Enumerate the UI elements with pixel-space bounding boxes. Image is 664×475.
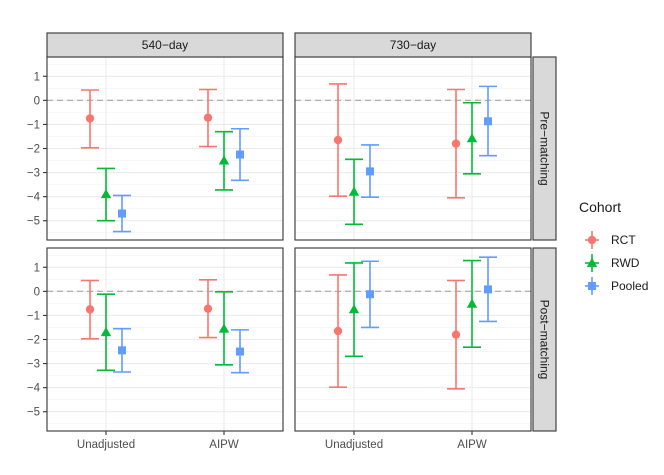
y-axis-post-matching: 1 0 −1 −2 −3 −4 −5	[27, 262, 47, 419]
errorbar-rwd-unadjusted	[97, 167, 115, 222]
point-rwd	[100, 327, 112, 337]
strip-row-pre-matching: Pre−matching	[532, 56, 557, 241]
y-tick-label: 0	[34, 286, 40, 298]
point-rwd	[466, 298, 478, 308]
x-axis-540-day: Unadjusted AIPW	[77, 431, 239, 451]
legend-entry-rct: RCT	[585, 231, 636, 249]
x-tick-label: Unadjusted	[77, 439, 135, 451]
errorbar-pooled-aipw	[479, 256, 497, 323]
panel-post-730	[294, 247, 532, 432]
errorbar-rct-unadjusted	[329, 83, 347, 197]
errorbar-rct-unadjusted	[81, 89, 99, 149]
point-rwd	[348, 304, 360, 314]
point-rct	[203, 113, 213, 122]
errorbar-pooled-unadjusted	[361, 260, 379, 329]
point-pooled	[484, 285, 492, 294]
x-tick-label: AIPW	[457, 439, 487, 451]
errorbar-rct-aipw	[447, 279, 465, 390]
errorbar-rwd-unadjusted	[97, 293, 115, 372]
point-rct	[451, 330, 461, 339]
errorbar-pooled-unadjusted	[361, 144, 379, 198]
errorbar-rct-unadjusted	[329, 274, 347, 388]
y-tick-label: −1	[27, 310, 40, 322]
point-rct	[85, 305, 95, 314]
y-tick-label: −2	[27, 335, 40, 347]
point-rct	[333, 326, 343, 336]
y-tick-label: −4	[27, 383, 41, 395]
strip-background	[532, 56, 557, 241]
y-tick-label: −3	[27, 168, 40, 180]
point-rct	[85, 114, 95, 123]
errorbar-rct-aipw	[199, 88, 217, 148]
strip-label: Post−matching	[538, 300, 552, 380]
legend-title: Cohort	[579, 199, 621, 215]
point-pooled	[236, 347, 244, 356]
errorbar-pooled-aipw	[479, 85, 497, 157]
point-pooled	[366, 167, 374, 176]
strip-background	[532, 247, 557, 432]
panel-post-540	[46, 247, 284, 432]
strip-label: 540−day	[142, 38, 188, 52]
point-rwd	[466, 133, 478, 143]
x-axis-730-day: Unadjusted AIPW	[325, 431, 487, 451]
y-tick-label: −4	[27, 192, 41, 204]
point-rct	[451, 139, 461, 148]
legend-key-marker	[587, 235, 597, 245]
y-tick-label: −1	[27, 119, 40, 131]
strip-background	[294, 32, 532, 58]
legend-key-marker	[588, 282, 596, 290]
errorbar-rwd-aipw	[215, 291, 233, 366]
panel-pre-540	[46, 56, 284, 241]
strip-label: 730−day	[390, 38, 436, 52]
legend-label: RWD	[611, 256, 640, 270]
strip-row-post-matching: Post−matching	[532, 247, 557, 432]
legend-entry-pooled: Pooled	[585, 277, 648, 295]
y-tick-label: 1	[34, 71, 40, 83]
strip-column-540-day: 540−day	[46, 32, 284, 58]
legend-label: RCT	[611, 233, 636, 247]
errorbar-rwd-unadjusted	[345, 262, 363, 358]
errorbar-pooled-unadjusted	[113, 327, 131, 373]
errorbar-rwd-aipw	[463, 259, 481, 349]
errorbar-rwd-unadjusted	[345, 158, 363, 226]
point-rct	[333, 135, 343, 145]
point-pooled	[118, 346, 126, 355]
panel-border	[294, 247, 532, 432]
point-pooled	[236, 150, 244, 159]
strip-column-730-day: 730−day	[294, 32, 532, 58]
y-tick-label: −3	[27, 359, 40, 371]
panel-pre-730	[294, 56, 532, 241]
errorbar-rwd-aipw	[215, 130, 233, 191]
legend-key-marker	[586, 257, 598, 267]
point-pooled	[484, 117, 492, 126]
y-axis-pre-matching: 1 0 −1 −2 −3 −4 −5	[27, 71, 47, 228]
y-tick-label: −5	[27, 407, 40, 419]
y-tick-label: 0	[34, 95, 40, 107]
x-tick-label: AIPW	[209, 439, 239, 451]
errorbar-pooled-aipw	[231, 127, 249, 182]
errorbar-rct-unadjusted	[81, 279, 99, 340]
point-rwd	[218, 155, 230, 165]
y-tick-label: −2	[27, 144, 40, 156]
legend-entry-rwd: RWD	[585, 254, 640, 272]
errorbar-rwd-aipw	[463, 101, 481, 175]
point-rwd	[218, 323, 230, 333]
point-rwd	[348, 186, 360, 196]
errorbar-rct-aipw	[447, 88, 465, 199]
point-pooled	[366, 290, 374, 299]
legend-label: Pooled	[611, 279, 648, 293]
strip-background	[46, 32, 284, 58]
errorbar-pooled-unadjusted	[113, 194, 131, 233]
point-rct	[203, 304, 213, 313]
y-tick-label: −5	[27, 216, 40, 228]
legend: Cohort RCT RWD Pooled	[579, 199, 648, 295]
point-rwd	[100, 189, 112, 199]
point-pooled	[118, 209, 126, 218]
errorbar-rct-aipw	[199, 278, 217, 339]
y-tick-label: 1	[34, 262, 40, 274]
strip-label: Pre−matching	[538, 111, 552, 185]
errorbar-pooled-aipw	[231, 329, 249, 374]
x-tick-label: Unadjusted	[325, 439, 383, 451]
